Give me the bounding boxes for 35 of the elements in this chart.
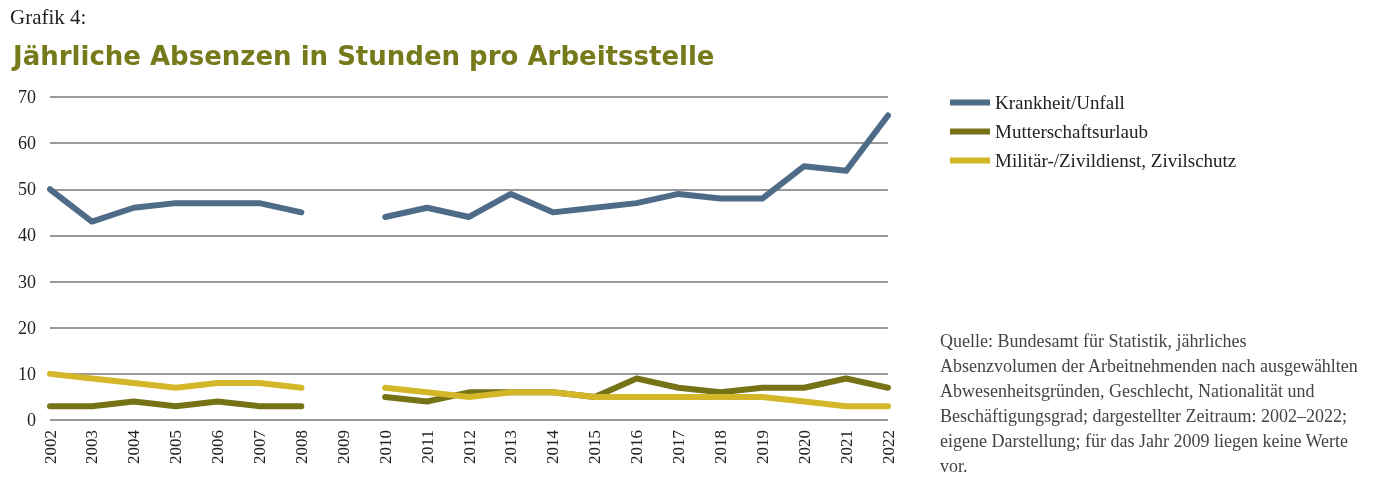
x-tick-label: 2010: [375, 430, 395, 464]
x-tick-label: 2009: [333, 430, 353, 464]
y-tick-label: 20: [18, 317, 36, 338]
x-tick-label: 2004: [124, 429, 144, 464]
x-tick-label: 2007: [250, 429, 269, 464]
x-tick-label: 2013: [501, 430, 521, 464]
x-tick-label: 2012: [459, 430, 479, 464]
chart-title: Jährliche Absenzen in Stunden pro Arbeitsstelle: [11, 41, 715, 71]
source-note: Quelle: Bundesamt für Statistik, jährliches Absenzvolumen der Arbeitnehmenden nach ausgewählten Abwesenheitsgründen, Geschlecht, Nationalität und Beschäftigungsgrad; dargestellter Zeitraum: 2002–2022; eigene Darstellung; für das Jahr 2009 liegen keine Werte vor.: [940, 330, 1363, 476]
y-tick-label: 40: [18, 225, 36, 246]
legend-label: Mutterschaftsurlaub: [995, 121, 1149, 142]
text: Grafik 4:: [10, 4, 87, 29]
x-tick-label: 2020: [794, 430, 814, 464]
x-tick-label: 2022: [878, 430, 898, 464]
x-tick-label: 2006: [208, 430, 228, 464]
x-tick-label: 2011: [417, 430, 437, 464]
x-tick-label: 2018: [710, 430, 730, 464]
y-tick-label: 30: [18, 271, 36, 292]
x-tick-label: 2021: [836, 430, 856, 464]
y-tick-label: 10: [18, 363, 36, 384]
x-tick-label: 2002: [40, 430, 60, 464]
y-tick-label: 0: [27, 410, 36, 430]
x-tick-label: 2019: [752, 430, 772, 464]
y-tick-label: 50: [18, 179, 36, 200]
x-tick-label: 2014: [543, 429, 563, 464]
legend-label: Militär-/Zivildienst, Zivilschutz: [995, 150, 1237, 171]
y-tick-label: 70: [18, 87, 36, 107]
x-tick-label: 2008: [291, 430, 311, 464]
x-tick-label: 2015: [585, 430, 605, 464]
x-tick-label: 2016: [627, 430, 647, 464]
y-tick-label: 60: [18, 133, 36, 154]
x-tick-label: 2003: [82, 430, 102, 464]
legend-label: Krankheit/Unfall: [995, 92, 1125, 113]
x-tick-label: 2005: [166, 430, 186, 464]
x-tick-label: 2017: [669, 429, 688, 464]
